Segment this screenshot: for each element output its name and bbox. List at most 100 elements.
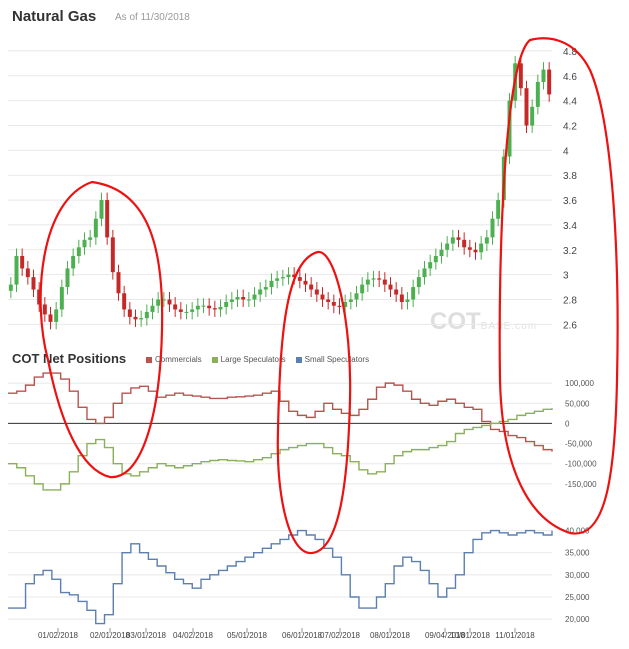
price-candle (48, 314, 53, 322)
annotation-circle-nov-spike (498, 37, 619, 535)
price-candle (422, 268, 427, 278)
price-candle (110, 237, 115, 273)
price-tick-label: 2.8 (563, 295, 577, 306)
price-tick-label: 4.6 (563, 72, 577, 83)
price-candle (25, 268, 30, 278)
cot-lower-tick-label: 30,000 (565, 571, 590, 580)
price-candle (59, 287, 64, 310)
cot-upper-tick-label: 50,000 (565, 399, 590, 408)
legend-label-commercials: Commercials (155, 355, 202, 364)
legend-commercials[interactable]: Commercials (146, 355, 202, 364)
cot-legend: Commercials Large Speculators Small Spec… (146, 355, 369, 364)
cot-upper-tick-label: 0 (565, 419, 570, 428)
price-candle (303, 280, 308, 285)
annotation-circle-feb-peak (39, 180, 164, 479)
price-candle (337, 305, 342, 307)
cot-lower-tick-label: 40,000 (565, 527, 590, 536)
legend-large-speculators[interactable]: Large Speculators (211, 355, 286, 364)
price-candle (326, 299, 331, 302)
cot-upper-tick-label: -150,000 (565, 480, 597, 489)
x-tick-label: 09/04/2018 (425, 631, 466, 640)
cot-lower-tick-label: 20,000 (565, 615, 590, 624)
x-tick-label: 08/01/2018 (370, 631, 411, 640)
price-tick-label: 3.2 (563, 246, 577, 257)
price-candle (479, 243, 484, 253)
price-candles (8, 55, 552, 330)
price-candle (360, 284, 365, 294)
price-candle (547, 69, 552, 95)
price-candle (65, 268, 70, 288)
price-candle (496, 200, 501, 219)
cot-lower-tick-label: 25,000 (565, 593, 590, 602)
cotbase-watermark: COTBASE.com (430, 308, 537, 336)
price-candle (292, 274, 297, 278)
price-candle (99, 200, 104, 219)
price-candle (314, 289, 319, 295)
price-candle (416, 277, 421, 288)
price-candle (122, 293, 127, 310)
price-candle (235, 297, 240, 300)
price-candle (490, 218, 495, 238)
price-candle (190, 309, 195, 312)
legend-small-speculators[interactable]: Small Speculators (295, 355, 369, 364)
chart-title: Natural Gas (12, 8, 97, 25)
price-candle (8, 284, 13, 291)
price-candle (348, 299, 353, 302)
price-candle (450, 237, 455, 244)
x-tick-label: 02/01/2018 (90, 631, 131, 640)
x-tick-label: 01/02/2018 (38, 631, 79, 640)
price-candle (133, 316, 138, 320)
watermark-suffix: BASE.com (480, 321, 538, 332)
price-candle (484, 237, 489, 244)
price-candle (42, 304, 47, 315)
price-candle (269, 280, 274, 288)
small-speculators-line (8, 529, 553, 625)
price-tick-label: 4.4 (563, 97, 577, 108)
price-candle (156, 299, 161, 306)
price-candle (54, 309, 59, 322)
price-candle (280, 277, 285, 279)
price-candle (331, 301, 336, 306)
price-candle (105, 200, 110, 238)
price-candle (71, 255, 76, 269)
price-candle (411, 287, 416, 300)
price-candle (354, 293, 359, 300)
price-candle (541, 69, 546, 82)
price-candle (246, 299, 251, 301)
red-annotations (39, 37, 619, 555)
cot-upper-tick-label: -50,000 (565, 440, 593, 449)
x-tick-label: 06/01/2018 (282, 631, 323, 640)
price-candle (139, 318, 144, 320)
price-candle (320, 294, 325, 300)
price-candle (275, 278, 280, 281)
price-candle (286, 274, 291, 278)
legend-swatch-small (295, 356, 302, 363)
price-tick-label: 4 (563, 146, 569, 157)
price-candle (229, 299, 234, 302)
price-candle (405, 299, 410, 302)
price-candle (207, 305, 212, 309)
price-tick-label: 2.6 (563, 320, 577, 331)
price-candle (224, 301, 229, 307)
price-candle (150, 305, 155, 312)
x-tick-label: 04/02/2018 (173, 631, 214, 640)
price-candle (467, 247, 472, 250)
price-candle (297, 277, 302, 281)
cot-section-title: COT Net Positions (12, 351, 127, 366)
price-candle (173, 304, 178, 310)
price-candle (309, 284, 314, 290)
price-tick-label: 3.8 (563, 171, 577, 182)
legend-label-large: Large Speculators (220, 355, 286, 364)
price-candle (184, 311, 189, 313)
annotation-circle-summer (276, 250, 352, 555)
price-candle (144, 311, 149, 319)
price-tick-label: 3.6 (563, 196, 577, 207)
price-candle (524, 88, 529, 126)
cot-upper-tick-label: 100,000 (565, 379, 594, 388)
cot-lower-tick-label: 35,000 (565, 549, 590, 558)
price-candle (433, 255, 438, 263)
x-tick-label: 05/01/2018 (227, 631, 268, 640)
price-candle (535, 81, 540, 107)
price-candle (178, 309, 183, 312)
